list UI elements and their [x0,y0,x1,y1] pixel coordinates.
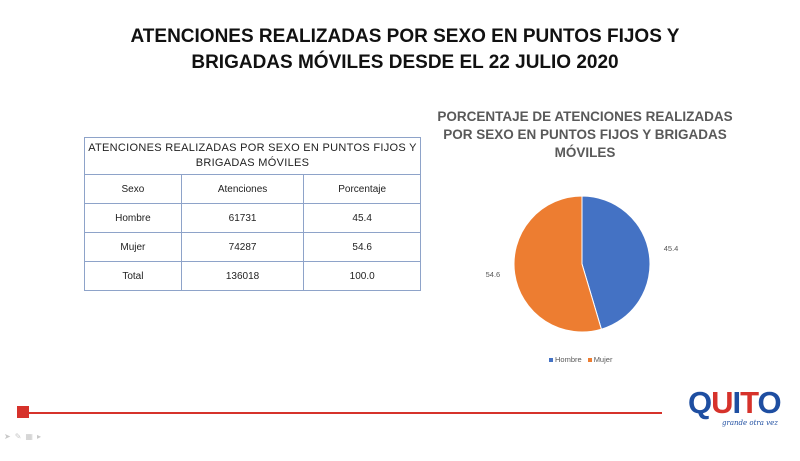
pie-slices [513,195,651,333]
slide-title-line2: BRIGADAS MÓVILES DESDE EL 22 JULIO 2020 [191,52,619,73]
table-header-cell: Porcentaje [303,174,421,204]
legend-item-mujer: Mujer [587,355,613,364]
logo-letter: U [711,385,733,420]
logo-tagline: grande otra vez [722,419,778,427]
pen-icon[interactable]: ✎ [14,432,22,441]
table-cell: Mujer [84,232,182,262]
pie-chart: 45.4 54.6 [486,195,679,333]
table-caption: ATENCIONES REALIZADAS POR SEXO EN PUNTOS… [84,137,421,175]
quito-logo: QUITO grande otra vez [688,386,788,434]
legend-item-hombre: Hombre [549,355,582,364]
logo-letter: Q [688,385,712,420]
table-header-cell: Sexo [84,174,182,204]
legend-label: Mujer [593,355,613,364]
table-cell: Hombre [84,203,182,233]
forward-arrow-icon[interactable]: ▸ [36,432,41,441]
pie-labels: 45.4 54.6 [486,244,679,279]
table-caption-line2: BRIGADAS MÓVILES [195,157,310,169]
chart-title-line2: POR SEXO EN PUNTOS FIJOS Y BRIGADAS [443,127,727,142]
legend-swatch [587,357,592,362]
logo-wordmark: QUITO [688,385,782,420]
logo-letter: T [740,385,758,420]
table-caption-line1: ATENCIONES REALIZADAS POR SEXO EN PUNTOS… [88,142,417,154]
table-cell: 136018 [180,261,305,291]
table-row: Total 136018 100.0 [84,261,421,291]
chart-title: PORCENTAJE DE ATENCIONES REALIZADAS POR … [420,108,750,162]
table-cell: 100.0 [303,261,421,291]
table-caption-row: ATENCIONES REALIZADAS POR SEXO EN PUNTOS… [84,137,421,175]
slides-grid-icon[interactable]: ▦ [25,432,33,441]
logo-letter: I [732,385,742,420]
slide-nav: ➤ ✎ ▦ ▸ [4,432,41,441]
pie-data-label: 45.4 [664,244,679,253]
back-arrow-icon[interactable]: ➤ [4,432,11,441]
pie-slice-mujer [513,195,603,333]
table-header-row: Sexo Atenciones Porcentaje [84,174,421,204]
table-cell: 74287 [180,232,305,262]
footer-divider [22,412,662,414]
pie-data-label: 54.6 [486,270,501,279]
table-cell: 61731 [180,203,305,233]
attendance-table: ATENCIONES REALIZADAS POR SEXO EN PUNTOS… [84,137,421,291]
table-row: Mujer 74287 54.6 [84,232,421,262]
table-row: Hombre 61731 45.4 [84,203,421,233]
table-cell: 45.4 [303,203,421,233]
legend-swatch [549,357,553,362]
slide-title-line1: ATENCIONES REALIZADAS POR SEXO EN PUNTOS… [130,26,680,47]
chart-legend: Hombre Mujer [549,355,612,364]
chart-title-line3: MÓVILES [554,145,616,160]
table-cell: Total [84,261,182,291]
chart-title-line1: PORCENTAJE DE ATENCIONES REALIZADAS [437,109,733,124]
table-header-cell: Atenciones [180,174,305,204]
legend-label: Hombre [555,355,582,364]
slide-title: ATENCIONES REALIZADAS POR SEXO EN PUNTOS… [60,24,750,76]
table-cell: 54.6 [303,232,421,262]
pie-slice-hombre [581,195,651,330]
logo-letter: O [757,385,782,420]
